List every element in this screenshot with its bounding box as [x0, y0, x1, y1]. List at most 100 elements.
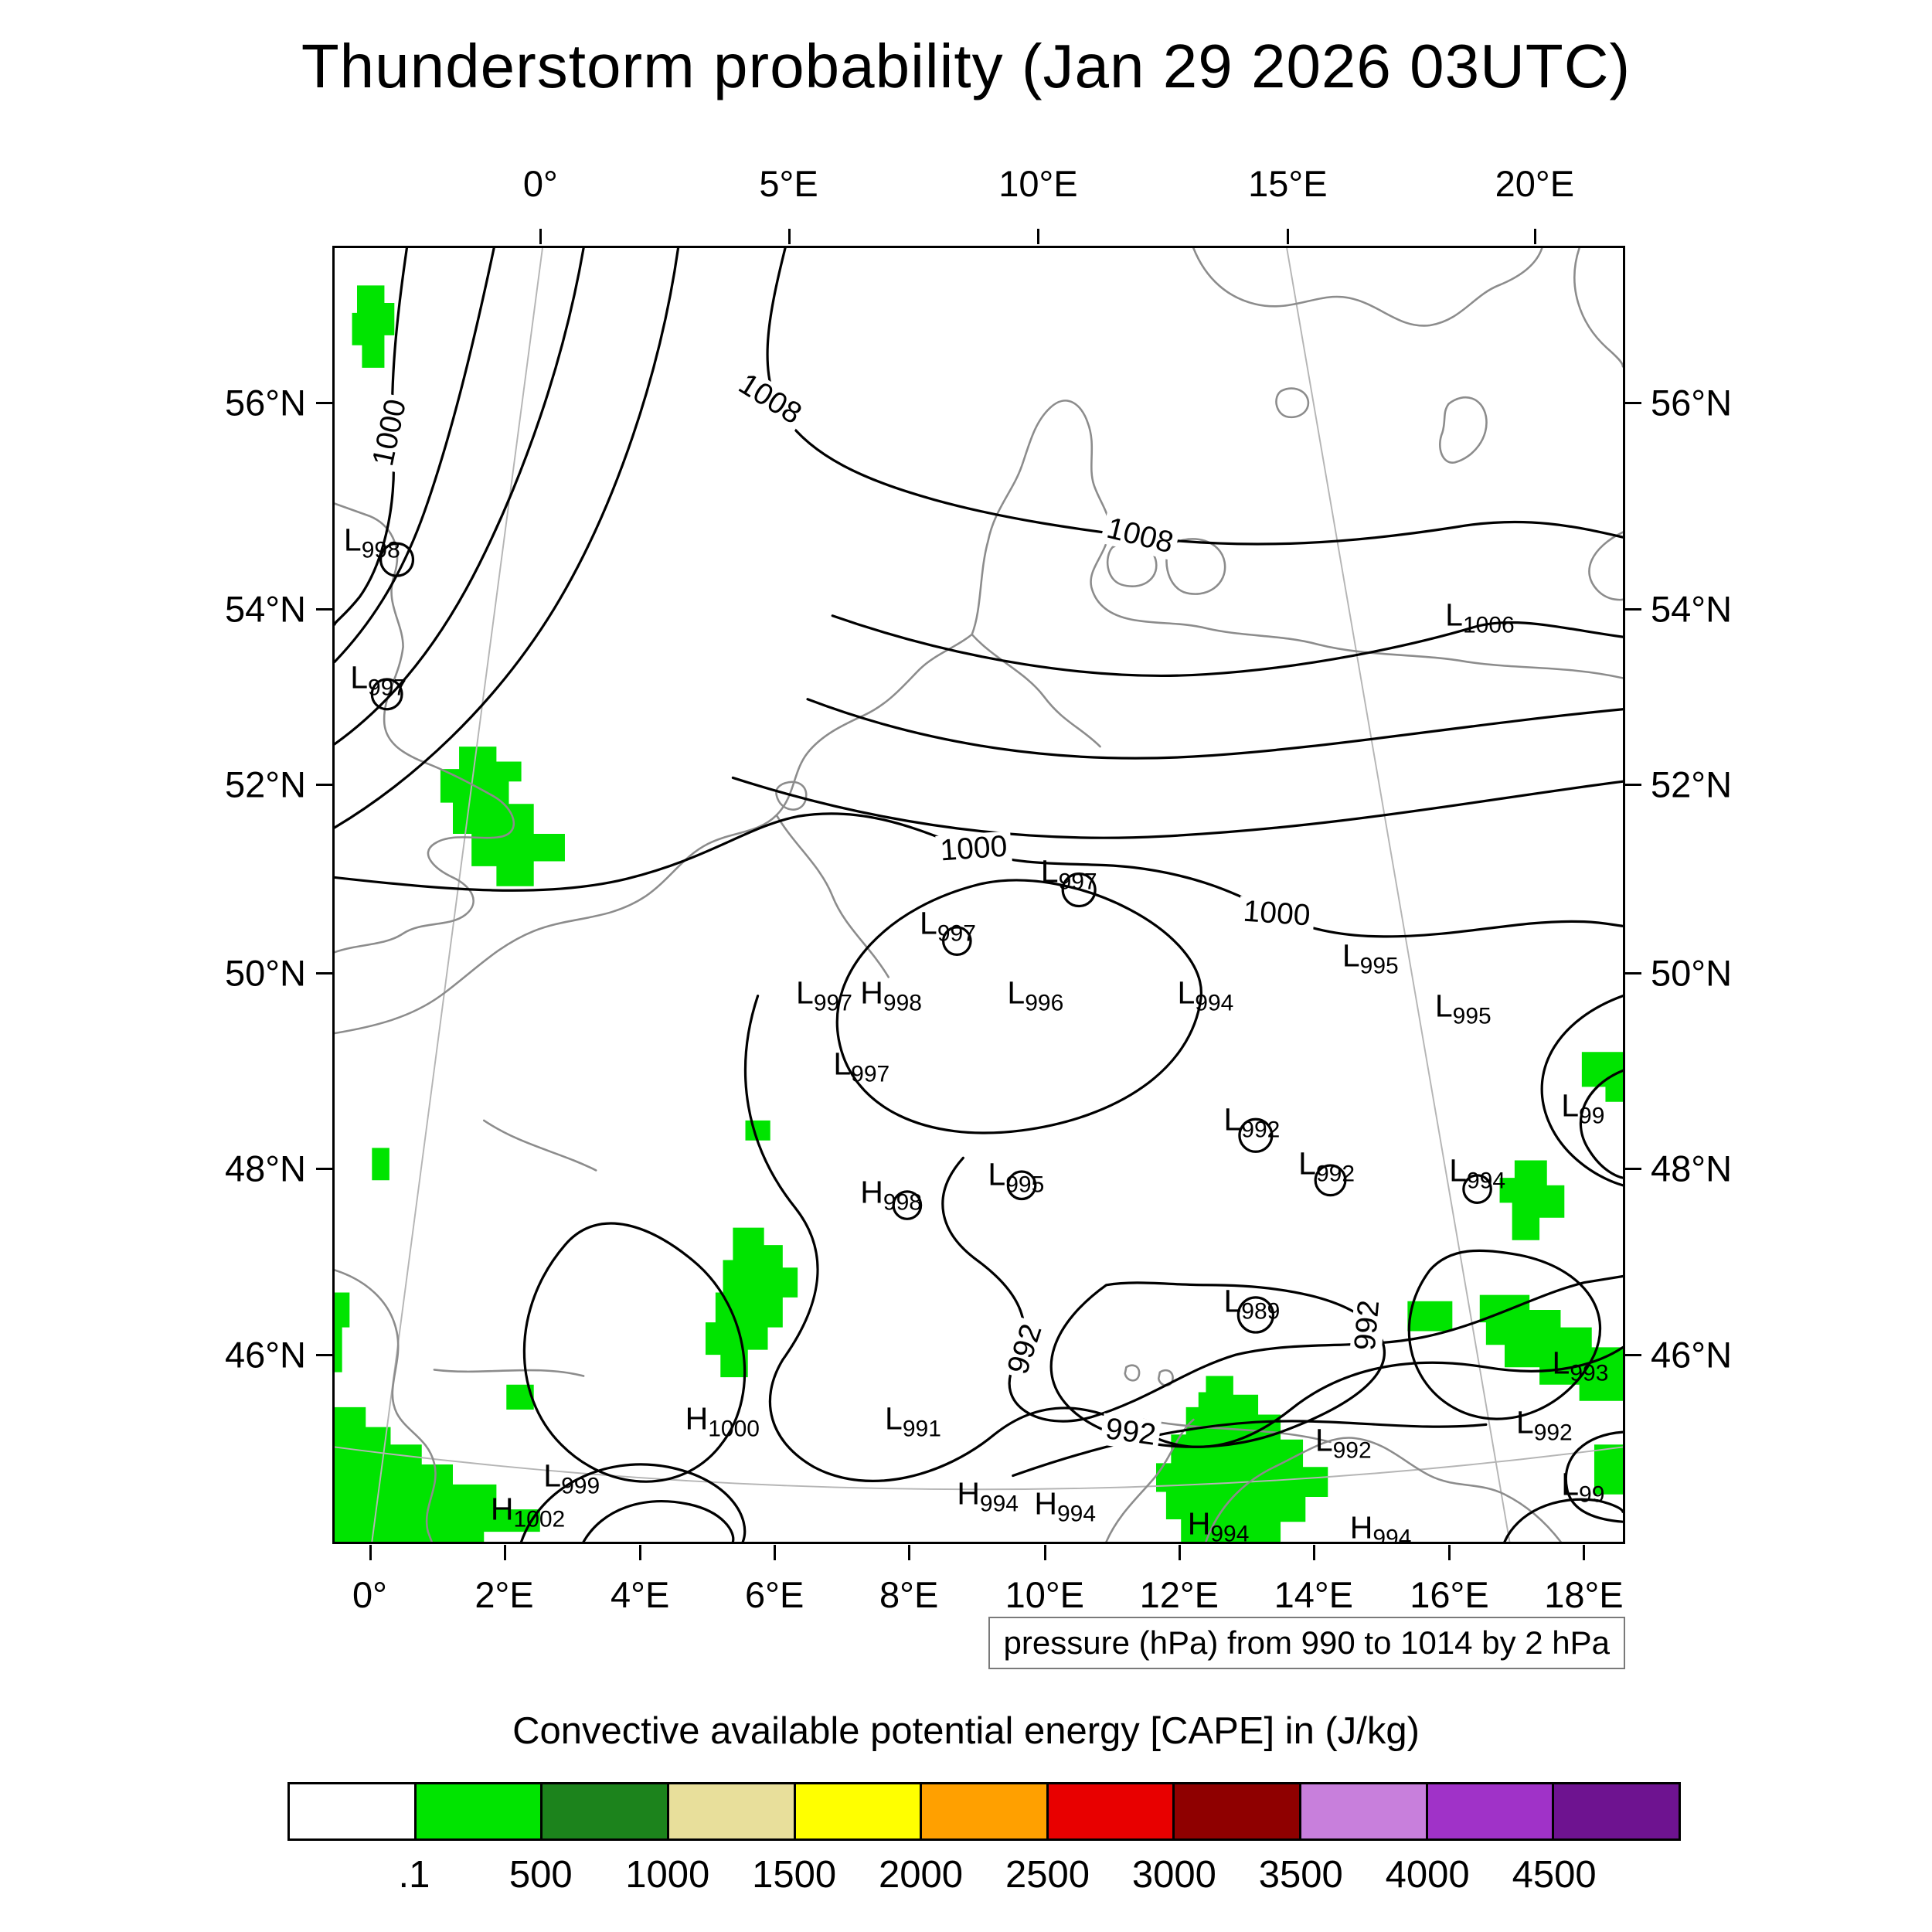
coastline [1573, 248, 1623, 368]
pressure-center-letter: L [1561, 1466, 1580, 1502]
pressure-center-value: 995 [1359, 953, 1399, 979]
cape-scale-label: 500 [509, 1854, 573, 1896]
pressure-center-letter: H [685, 1400, 709, 1437]
bottom-axis-tick-mark [1043, 1545, 1046, 1560]
coastline [335, 502, 515, 954]
pressure-center-l: L989 [1223, 1285, 1280, 1323]
isobar [831, 614, 1623, 677]
pressure-center-letter: L [1040, 853, 1059, 889]
pressure-center-letter: L [350, 659, 369, 696]
isobar [835, 879, 1202, 1134]
river [1142, 1418, 1332, 1444]
left-axis-tick-label: 54°N [224, 588, 306, 630]
pressure-center-value: 998 [361, 537, 400, 563]
cape-scale-label: 1500 [752, 1854, 837, 1896]
pressure-center-letter: H [860, 1174, 883, 1210]
cape-legend-title: Convective available potential energy [C… [512, 1710, 1420, 1752]
isobar [941, 1156, 1623, 1423]
bottom-axis-tick-label: 2°E [474, 1574, 534, 1615]
cape-scale-label: 4000 [1385, 1854, 1470, 1896]
pressure-center-value: 994 [979, 1491, 1019, 1517]
pressure-center-value: 997 [851, 1061, 890, 1087]
isobar-closed [1006, 1170, 1037, 1201]
isobar [1049, 1281, 1386, 1448]
isobar [522, 1222, 747, 1483]
top-axis-tick-label: 5°E [759, 163, 818, 204]
left-axis-tick-mark [316, 608, 332, 611]
isobar [335, 248, 409, 626]
pressure-center-value: 998 [883, 1189, 922, 1216]
isobar-value-label: 1000 [935, 830, 1012, 869]
pressure-center-letter: H [957, 1475, 980, 1512]
isobar-value-label: 1000 [366, 393, 413, 473]
cape-color-segment [1552, 1784, 1679, 1838]
cape-color-segment [666, 1784, 794, 1838]
bottom-axis-tick-mark [369, 1545, 372, 1560]
pressure-center-h: H994 [957, 1478, 1019, 1516]
top-axis-tick-mark [1533, 229, 1536, 244]
coastline [1205, 1437, 1562, 1542]
pressure-center-letter: L [1449, 1152, 1467, 1189]
coastline-island [1439, 396, 1488, 464]
isobar [731, 776, 1623, 839]
cape-color-segment [793, 1784, 920, 1838]
pressure-center-value: 992 [1533, 1420, 1573, 1446]
pressure-center-letter: L [1445, 597, 1463, 633]
pressure-center-l: L997 [833, 1048, 890, 1087]
top-axis-tick-mark [787, 229, 791, 244]
pressure-center-value: 995 [1005, 1172, 1045, 1198]
pressure-center-value: 1000 [708, 1416, 760, 1442]
pressure-center-l: L995 [1435, 990, 1492, 1029]
pressure-center-letter: L [343, 522, 362, 558]
bottom-axis-tick-mark [1448, 1545, 1451, 1560]
meridian-15e [1286, 248, 1511, 1542]
isobar-closed [941, 926, 972, 957]
pressure-center-l: L997 [920, 907, 976, 945]
left-axis-tick-mark [316, 971, 332, 975]
top-axis-tick-label: 10°E [998, 163, 1078, 204]
isobar-closed [1061, 872, 1097, 908]
right-axis-tick-label: 56°N [1651, 382, 1733, 423]
pressure-center-h: H994 [1034, 1488, 1096, 1526]
pressure-center-letter: L [796, 975, 814, 1011]
pressure-center-letter: L [1007, 975, 1026, 1011]
pressure-center-value: 994 [1195, 990, 1234, 1016]
pressure-center-value: 995 [1452, 1003, 1492, 1029]
pressure-center-letter: L [1561, 1087, 1580, 1124]
isobar [519, 1463, 747, 1542]
pressure-center-l: L99 [1561, 1466, 1604, 1507]
chart-title: Thunderstorm probability (Jan 29 2026 03… [301, 32, 1631, 100]
left-axis-tick-label: 56°N [224, 382, 306, 423]
isobar-value-label: 1000 [1237, 895, 1315, 933]
pressure-center-value: 999 [561, 1473, 600, 1499]
isobar-closed [1462, 1174, 1492, 1204]
cape-color-segment [1046, 1784, 1173, 1838]
isobar [335, 248, 495, 664]
pressure-center-value: 994 [1372, 1525, 1412, 1544]
cape-scale-label: 2000 [879, 1854, 964, 1896]
cape-color-segment [1425, 1784, 1553, 1838]
right-axis-tick-label: 52°N [1651, 764, 1733, 805]
pressure-center-value: 997 [1058, 869, 1097, 895]
isobar [1012, 1420, 1488, 1478]
map-frame: L998 L997 L1006 L997 L997 L997 H998 L996 L994 L99… [332, 246, 1625, 1544]
pressure-center-h: H994 [1188, 1508, 1250, 1542]
right-axis-tick-mark [1625, 608, 1641, 611]
isobar-value-label: 1008 [1099, 512, 1180, 561]
pressure-center-l: L992 [1516, 1406, 1573, 1446]
pressure-range-note: pressure (hPa) from 990 to 1014 by 2 hPa [988, 1617, 1625, 1669]
pressure-center-letter: L [1298, 1145, 1316, 1182]
pressure-center-h: H1002 [491, 1493, 565, 1532]
cape-color-segment [290, 1784, 414, 1838]
pressure-center-l: L993 [1553, 1347, 1609, 1386]
left-axis-tick-mark [316, 784, 332, 787]
left-axis-tick-mark [316, 402, 332, 405]
cape-patch [506, 1384, 534, 1410]
pressure-center-h: H998 [860, 1174, 922, 1216]
cape-patch [1499, 1160, 1565, 1240]
pressure-center-letter: H [1034, 1485, 1057, 1522]
cape-patch [1479, 1294, 1623, 1401]
pressure-center-l: L995 [1342, 940, 1399, 978]
bottom-axis-tick-label: 4°E [611, 1574, 670, 1615]
